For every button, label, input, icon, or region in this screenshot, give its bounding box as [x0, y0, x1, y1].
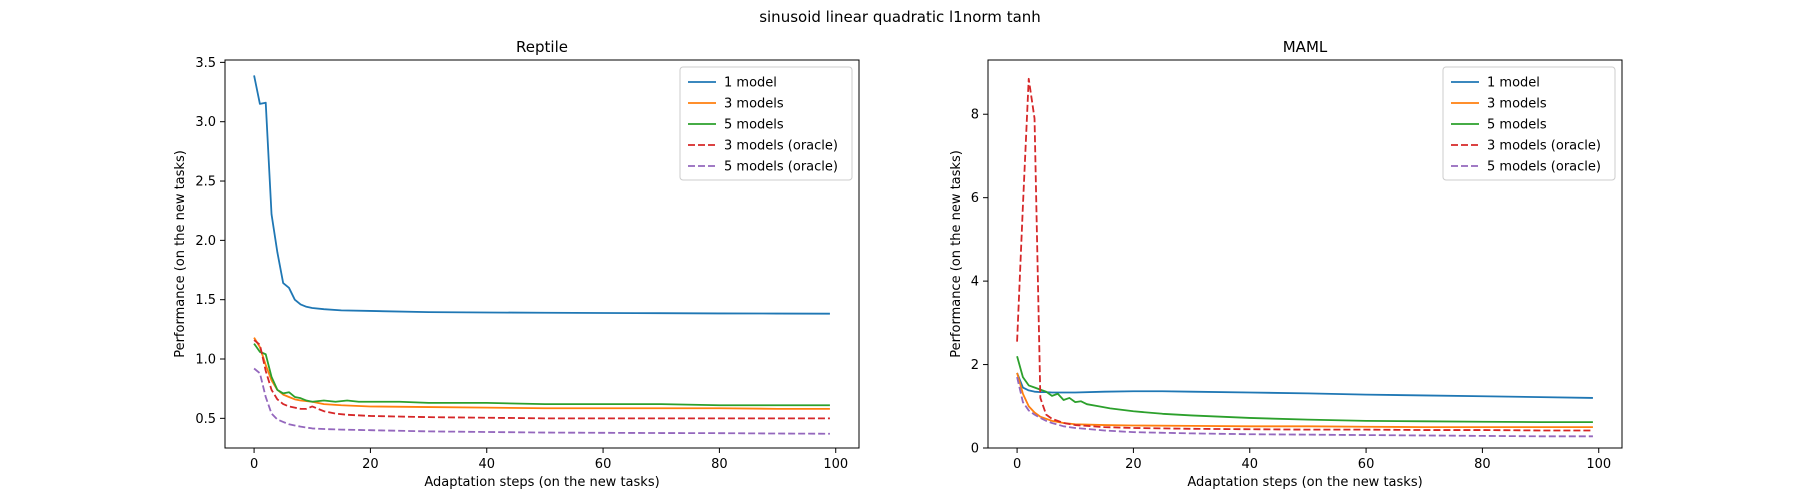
series-line-1-model: [1016, 372, 1593, 399]
legend-label: 5 models: [724, 118, 784, 133]
legend-label: 5 models: [1487, 118, 1547, 133]
series-line-3-models-oracle: [1016, 77, 1593, 432]
x-tick-label: 0: [250, 457, 258, 472]
x-axis-label: Adaptation steps (on the new tasks): [1187, 475, 1422, 490]
series-line-3-models: [1016, 372, 1593, 429]
legend-label: 3 models (oracle): [1487, 139, 1601, 154]
series-line-3-models: [253, 337, 830, 410]
series-line-1-model: [253, 75, 830, 315]
x-tick-label: 20: [362, 457, 379, 472]
x-tick-label: 60: [595, 457, 612, 472]
legend-label: 5 models (oracle): [1487, 160, 1601, 175]
plot-frame: [224, 59, 860, 449]
x-tick-label: 20: [1125, 457, 1142, 472]
series-line-5-models-oracle: [253, 367, 830, 435]
chart-maml: MAML Adaptation steps (on the new tasks)…: [949, 38, 1623, 490]
x-tick-label: 40: [1241, 457, 1258, 472]
y-tick-label: 4: [971, 275, 979, 290]
x-tick-label: 60: [1358, 457, 1375, 472]
y-tick-label: 1.5: [195, 293, 216, 308]
legend-box: [679, 66, 853, 181]
chart-title: MAML: [1283, 38, 1328, 56]
figure-suptitle: sinusoid linear quadratic l1norm tanh: [759, 8, 1041, 26]
legend-label: 1 model: [724, 76, 777, 91]
y-tick-label: 2: [971, 358, 979, 373]
y-axis-label: Performance (on the new tasks): [949, 150, 964, 358]
legend-box: [1442, 66, 1616, 181]
legend-label: 3 models: [724, 97, 784, 112]
series-line-5-models-oracle: [1016, 376, 1593, 438]
legend-label: 3 models (oracle): [724, 139, 838, 154]
x-tick-label: 80: [1474, 457, 1491, 472]
y-tick-label: 0.5: [195, 412, 216, 427]
series-line-5-models: [253, 343, 830, 407]
series-line-5-models: [1016, 355, 1593, 424]
legend-label: 5 models (oracle): [724, 160, 838, 175]
y-axis-label: Performance (on the new tasks): [173, 150, 188, 358]
chart-reptile: Reptile Adaptation steps (on the new tas…: [173, 38, 860, 490]
legend-label: 3 models: [1487, 97, 1547, 112]
y-tick-label: 8: [971, 108, 979, 123]
y-tick-label: 6: [971, 191, 979, 206]
series-line-3-models-oracle: [253, 339, 830, 420]
x-axis-label: Adaptation steps (on the new tasks): [424, 475, 659, 490]
y-tick-label: 0: [971, 442, 979, 457]
x-tick-label: 80: [711, 457, 728, 472]
x-tick-label: 0: [1013, 457, 1021, 472]
y-tick-label: 1.0: [195, 353, 216, 368]
y-tick-label: 3.5: [195, 56, 216, 71]
chart-title: Reptile: [516, 38, 568, 56]
x-tick-label: 100: [823, 457, 848, 472]
x-tick-label: 100: [1586, 457, 1611, 472]
y-tick-label: 3.0: [195, 115, 216, 130]
x-tick-label: 40: [478, 457, 495, 472]
y-tick-label: 2.0: [195, 234, 216, 249]
plot-frame: [987, 59, 1623, 449]
legend-label: 1 model: [1487, 76, 1540, 91]
y-tick-label: 2.5: [195, 175, 216, 190]
